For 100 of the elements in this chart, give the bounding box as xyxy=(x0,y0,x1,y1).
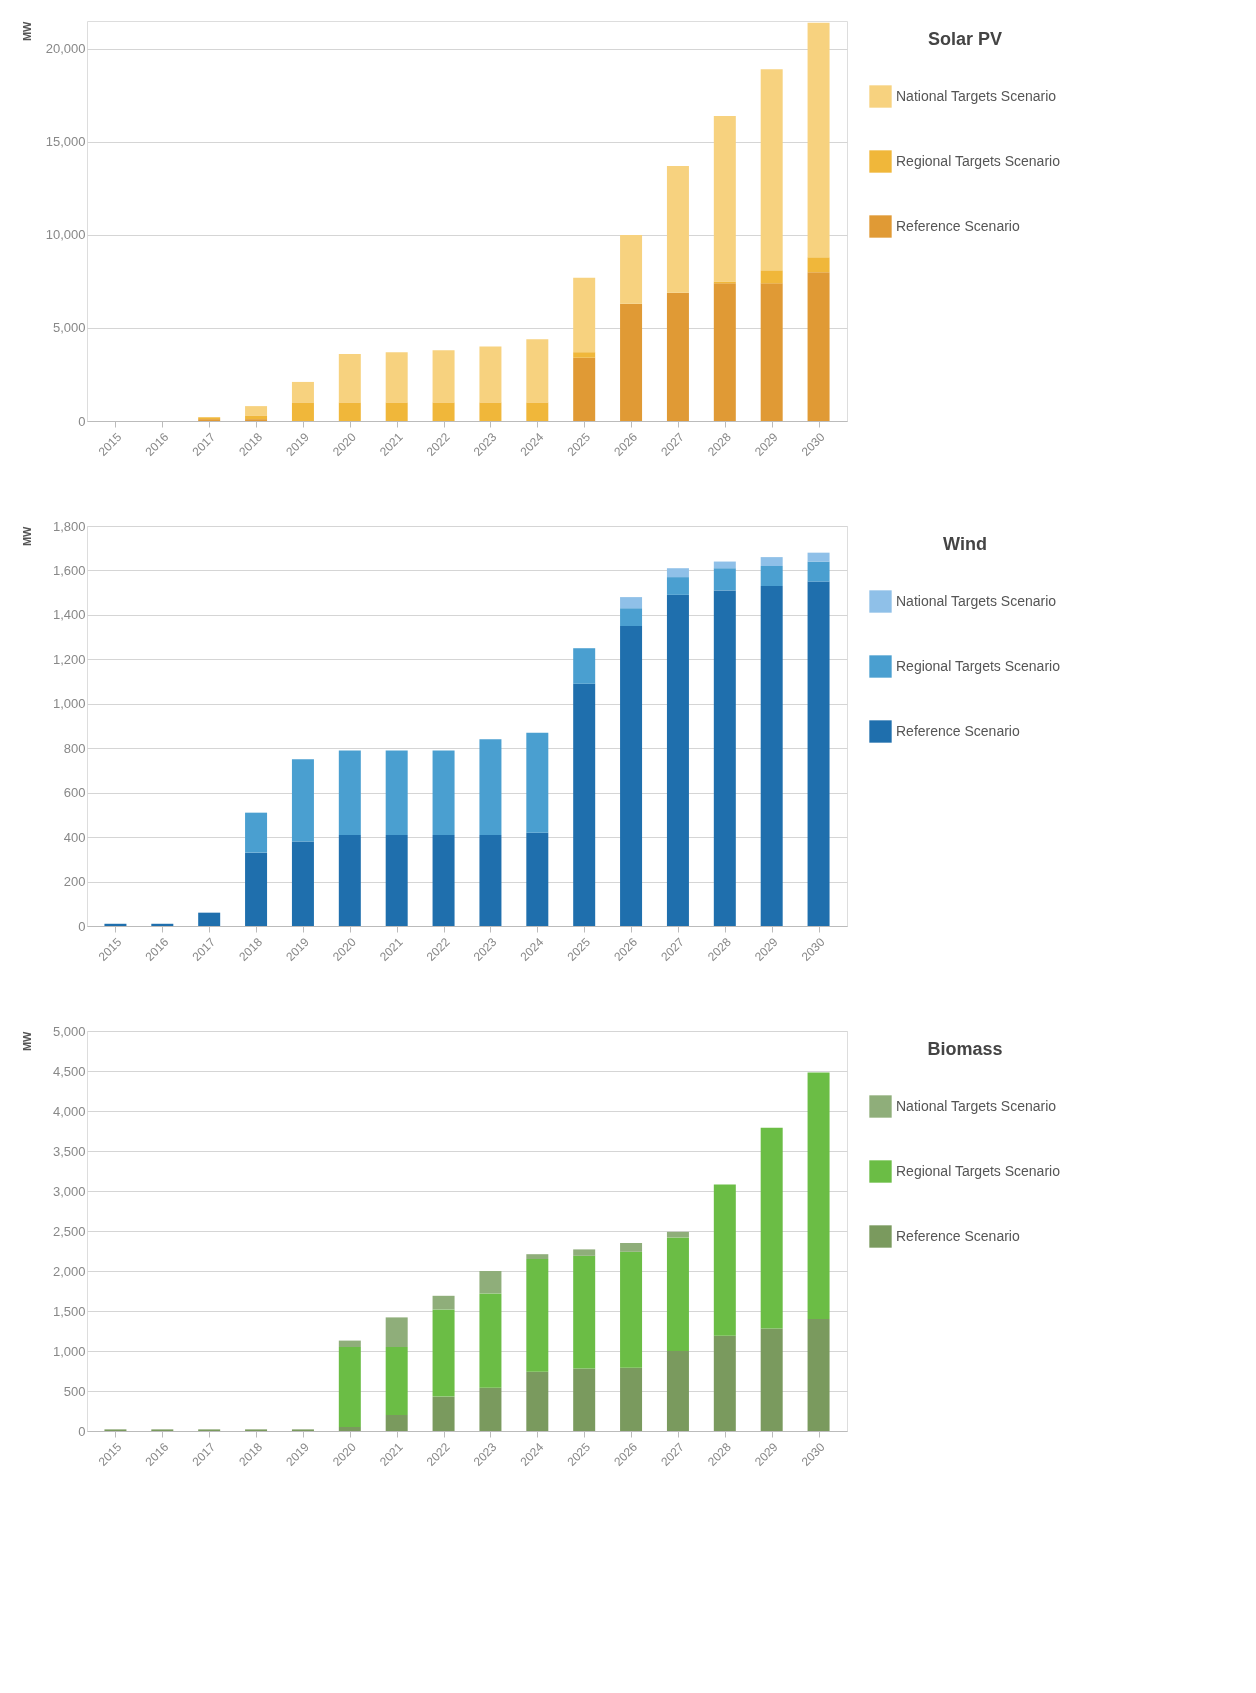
bar xyxy=(479,346,502,403)
legend-title: Solar PV xyxy=(927,29,1003,49)
y-tick-label: 5,000 xyxy=(52,320,86,336)
bar xyxy=(807,272,830,421)
bar xyxy=(479,402,502,421)
bar xyxy=(432,402,455,421)
bar xyxy=(198,912,221,926)
bar xyxy=(666,577,689,595)
bar xyxy=(573,352,596,358)
legend-label: National Targets Scenario xyxy=(896,1097,1057,1114)
bar xyxy=(526,402,549,421)
bar xyxy=(338,402,361,421)
y-tick-label: 4,000 xyxy=(52,1103,86,1119)
bar xyxy=(479,739,502,835)
bar xyxy=(526,1371,549,1431)
bar xyxy=(713,561,736,569)
bar xyxy=(760,1127,783,1329)
legend-label: National Targets Scenario xyxy=(896,592,1057,609)
bar xyxy=(807,257,830,273)
bar xyxy=(338,750,361,835)
legend-label: National Targets Scenario xyxy=(896,87,1057,104)
bar xyxy=(245,852,268,926)
legend-label: Regional Targets Scenario xyxy=(896,1162,1061,1179)
y-tick-label: 1,500 xyxy=(52,1303,86,1319)
bar xyxy=(385,1317,408,1347)
bar xyxy=(620,597,643,609)
y-tick-label: 0 xyxy=(78,413,86,429)
bar xyxy=(620,1243,643,1252)
bar xyxy=(479,1271,502,1294)
bar xyxy=(432,834,455,926)
bar xyxy=(760,586,783,926)
bar xyxy=(526,1254,549,1259)
bar xyxy=(291,759,314,842)
bar xyxy=(666,292,689,421)
bar xyxy=(385,402,408,421)
y-axis-title: MW xyxy=(20,525,33,547)
bar xyxy=(479,1293,502,1388)
y-tick-label: 500 xyxy=(63,1383,86,1399)
bar xyxy=(666,594,689,926)
bar xyxy=(620,303,643,421)
y-tick-label: 15,000 xyxy=(45,134,86,150)
bar xyxy=(385,352,408,403)
bar xyxy=(713,115,736,282)
bar xyxy=(760,557,783,566)
legend-title: Wind xyxy=(943,534,987,554)
y-tick-label: 1,400 xyxy=(52,607,86,623)
bar xyxy=(432,750,455,835)
bar xyxy=(760,270,783,284)
bar xyxy=(573,648,596,684)
bar xyxy=(620,608,643,626)
bar xyxy=(432,1396,455,1431)
bar xyxy=(620,626,643,926)
bar xyxy=(713,1184,736,1336)
bar xyxy=(291,402,314,421)
bar xyxy=(245,415,268,420)
bar xyxy=(573,1368,596,1431)
bar xyxy=(526,832,549,926)
legend-title: Biomass xyxy=(927,1039,1003,1059)
bar xyxy=(104,923,127,926)
bar xyxy=(151,923,174,926)
bar xyxy=(760,1328,783,1431)
bar xyxy=(713,283,736,421)
y-tick-label: 20,000 xyxy=(45,41,86,57)
bar xyxy=(385,1415,408,1431)
bar xyxy=(526,732,549,833)
bar xyxy=(807,1072,830,1319)
legend-label: Regional Targets Scenario xyxy=(896,657,1061,674)
y-tick-label: 0 xyxy=(78,918,86,934)
bar xyxy=(666,166,689,293)
bar xyxy=(666,568,689,578)
bar xyxy=(807,22,830,258)
y-tick-label: 10,000 xyxy=(45,227,86,243)
y-tick-label: 0 xyxy=(78,1423,86,1439)
bar xyxy=(713,590,736,926)
y-tick-label: 800 xyxy=(63,740,86,756)
y-tick-label: 2,500 xyxy=(52,1223,86,1239)
y-tick-label: 3,500 xyxy=(52,1143,86,1159)
bar xyxy=(291,381,314,403)
bar xyxy=(338,834,361,926)
bar xyxy=(760,566,783,586)
bar xyxy=(713,1335,736,1431)
bar xyxy=(385,750,408,835)
y-axis-title: MW xyxy=(20,1030,33,1052)
bar xyxy=(526,1259,549,1372)
legend-label: Reference Scenario xyxy=(896,722,1020,739)
bar xyxy=(432,350,455,403)
bar xyxy=(526,339,549,403)
y-tick-label: 2,000 xyxy=(52,1263,86,1279)
bar xyxy=(573,357,596,421)
bar xyxy=(807,552,830,562)
bar xyxy=(666,1351,689,1431)
bar xyxy=(807,561,830,582)
bar xyxy=(338,1347,361,1427)
bar xyxy=(760,283,783,421)
bar xyxy=(338,1340,361,1347)
bar xyxy=(385,1347,408,1415)
y-tick-label: 1,000 xyxy=(52,1343,86,1359)
legend-label: Reference Scenario xyxy=(896,217,1020,234)
bar xyxy=(620,234,643,304)
bar xyxy=(245,406,268,416)
